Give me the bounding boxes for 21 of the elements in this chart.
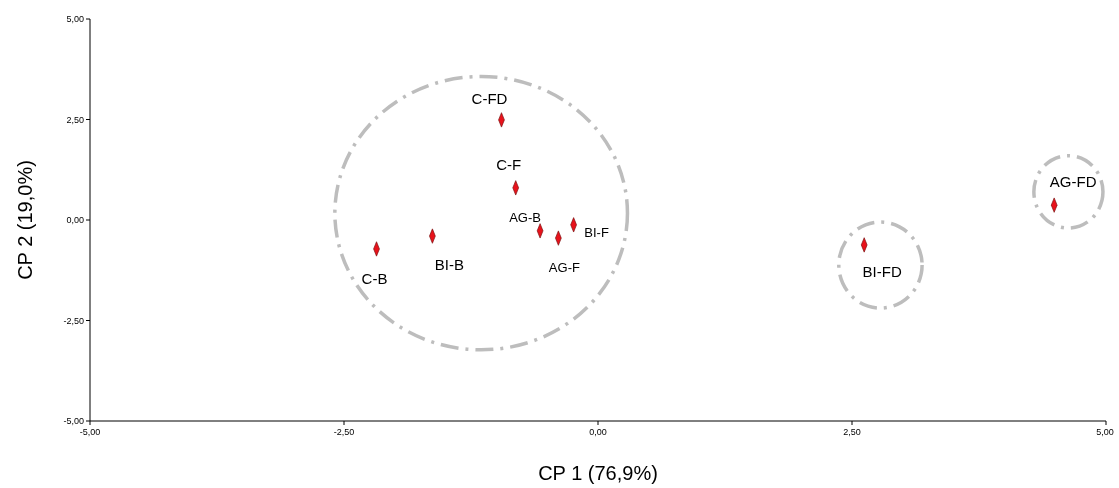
annotation: AG-FD bbox=[1049, 173, 1097, 191]
x-tick-label: -5,00 bbox=[79, 427, 101, 437]
y-tick-label: 0,00 bbox=[66, 215, 84, 225]
y-tick-label: 5,00 bbox=[66, 14, 84, 24]
x-tick-label: 0,00 bbox=[589, 427, 607, 437]
y-tick-label: -5,00 bbox=[63, 416, 84, 426]
annotation: BI-FD bbox=[862, 263, 902, 281]
y-tick-label: -2,50 bbox=[63, 315, 84, 326]
y-tick-label: 2,50 bbox=[66, 114, 84, 125]
x-axis-title: CP 1 (76,9%) bbox=[538, 462, 658, 484]
x-tick-label: -2,50 bbox=[333, 427, 355, 437]
annotation: C-B bbox=[361, 270, 388, 288]
annotation: AG-F bbox=[548, 259, 580, 275]
x-tick-label: 5,00 bbox=[1096, 427, 1114, 437]
annotation: BI-F bbox=[584, 225, 609, 241]
annotation: C-FD bbox=[471, 90, 508, 108]
y-axis-title: CP 2 (19,0%) bbox=[14, 160, 36, 280]
annotation: BI-B bbox=[434, 256, 464, 274]
annotation: C-F bbox=[496, 156, 522, 174]
x-tick-label: 2,50 bbox=[843, 427, 861, 437]
annotation: AG-B bbox=[509, 210, 541, 226]
